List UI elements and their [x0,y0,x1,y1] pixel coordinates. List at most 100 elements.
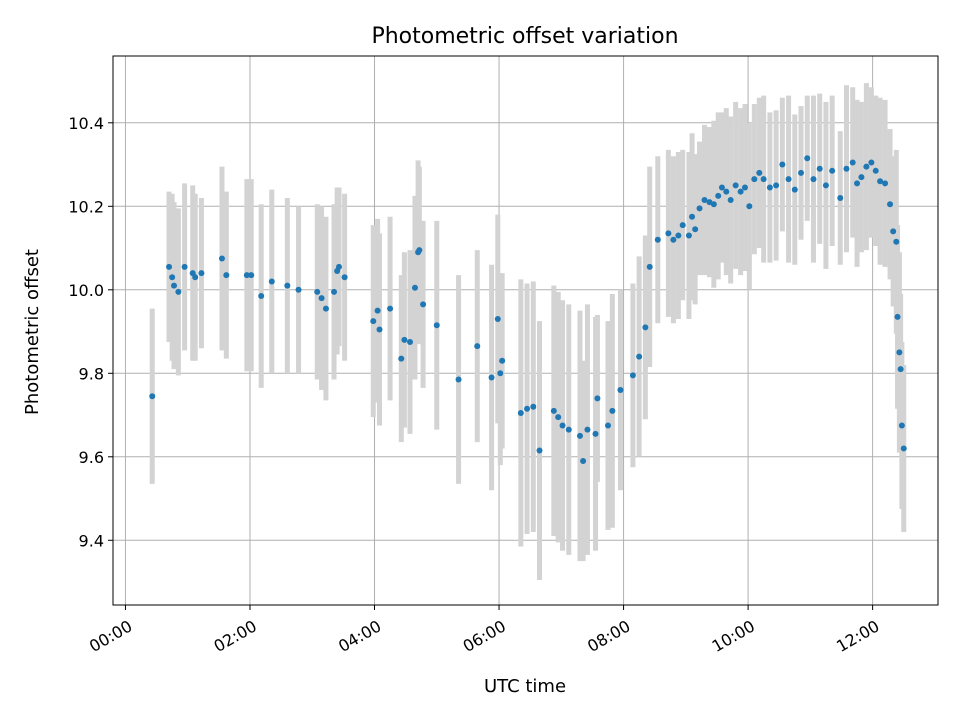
data-point [336,263,343,270]
data-point [376,326,383,333]
data-point [773,182,780,189]
data-point [559,422,566,429]
data-point [665,230,672,237]
data-point [169,274,176,281]
data-point [536,447,543,454]
data-point [605,422,611,429]
data-point [474,343,481,350]
data-point [689,213,696,220]
data-point [829,167,836,174]
data-point [181,263,188,270]
data-point [198,270,205,277]
data-point [314,288,321,295]
data-point [370,318,377,325]
data-point [258,293,265,300]
data-point [785,176,792,183]
data-point [530,403,537,410]
data-point [837,194,844,201]
data-point [149,393,156,400]
data-point [843,165,850,172]
data-point [810,176,817,183]
y-tick-label: 9.6 [79,448,104,467]
data-point [898,422,905,429]
data-point [877,178,884,185]
data-point [416,247,423,254]
data-point [555,414,562,421]
data-point [580,457,587,464]
data-point [318,295,325,302]
x-axis-label: UTC time [484,676,566,697]
data-point [858,174,865,181]
data-point [894,313,901,320]
y-tick-label: 9.8 [79,364,104,383]
data-point [420,301,427,308]
data-point [727,197,734,204]
data-point [517,409,524,416]
data-point [696,205,703,212]
data-point [718,184,725,191]
data-point [642,324,649,331]
data-point [791,186,798,193]
data-points [149,155,907,464]
data-point [171,282,178,289]
data-point [398,355,405,362]
data-point [893,238,900,245]
data-point [407,338,413,345]
data-point [654,236,661,243]
data-point [882,180,889,187]
data-point [675,232,682,239]
data-point [900,445,907,452]
data-point [890,228,897,235]
data-point [497,370,504,377]
data-point [732,182,739,189]
data-point [872,167,879,174]
y-tick-label: 9.4 [79,531,104,550]
data-point [331,288,338,295]
data-point [592,430,599,437]
chart-title: Photometric offset variation [371,24,678,49]
data-point [488,374,495,381]
data-point [341,274,348,281]
data-point [565,426,572,433]
y-tick-label: 10.0 [68,281,104,300]
data-point [756,169,763,176]
data-point [723,188,730,195]
data-point [636,353,643,360]
data-point [411,284,418,291]
data-point [751,176,758,183]
data-point [192,274,199,281]
data-point [499,357,506,364]
data-point [863,163,870,170]
data-point [455,376,462,383]
plot-frame [112,55,939,606]
data-point [760,176,767,183]
data-point [248,272,255,279]
y-axis: 9.4 9.6 9.8 10.0 10.2 10.4 [68,114,113,550]
data-point [746,203,753,210]
data-point [779,161,786,168]
data-point [670,236,677,243]
data-point [849,159,856,166]
data-point [166,263,173,270]
data-point [685,232,692,239]
data-point [766,184,773,191]
data-point [692,226,699,233]
data-point [629,372,636,379]
data-point [223,272,230,279]
data-point [897,366,904,373]
data-point [822,182,829,189]
data-point [401,336,408,343]
data-point [584,426,591,433]
data-point [715,192,722,199]
y-tick-label: 10.4 [68,114,104,133]
data-point [175,288,182,295]
data-point [268,278,275,285]
y-tick-label: 10.2 [68,197,104,216]
data-point [433,322,440,329]
data-point [804,155,811,162]
data-point [816,165,823,172]
data-point [295,286,302,293]
data-point [609,407,616,414]
